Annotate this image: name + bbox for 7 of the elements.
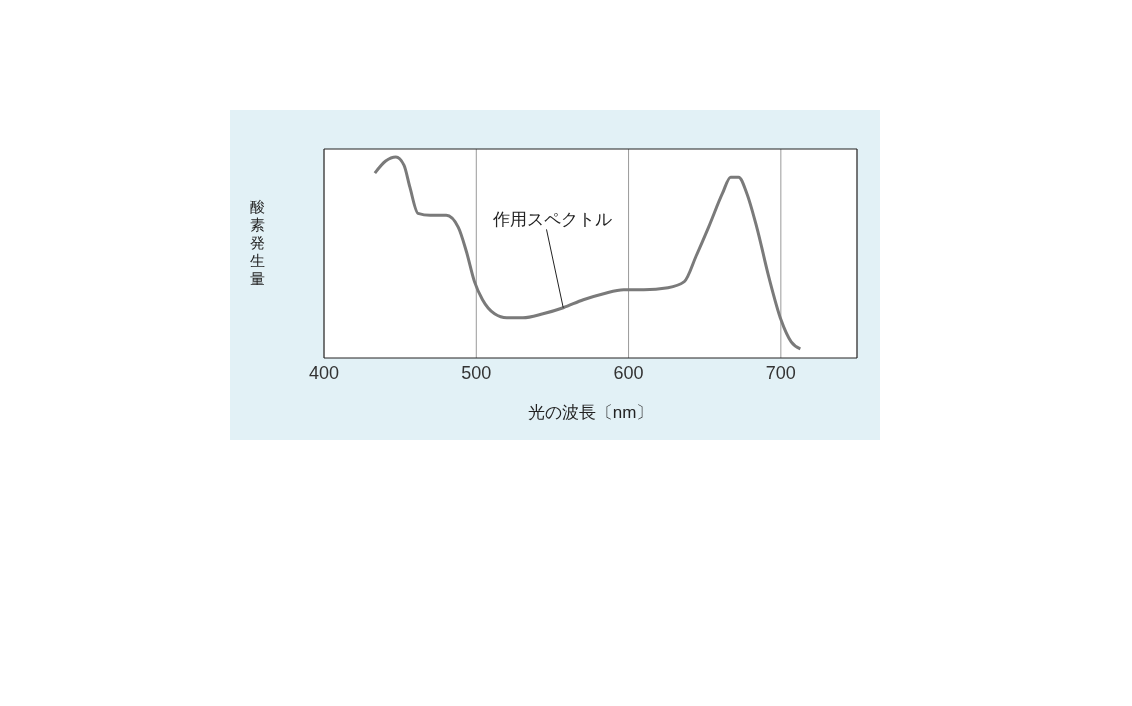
x-tick-label: 400 <box>308 362 340 383</box>
x-axis-title: 光の波長〔nm〕 <box>527 403 654 422</box>
x-tick-label: 600 <box>613 362 644 383</box>
x-tick-label: 500 <box>461 362 492 383</box>
x-tick-label: 700 <box>765 362 796 383</box>
annotation: 作用スペクトル <box>492 210 613 230</box>
y-axis-title: 酸素発生量 <box>248 198 266 288</box>
